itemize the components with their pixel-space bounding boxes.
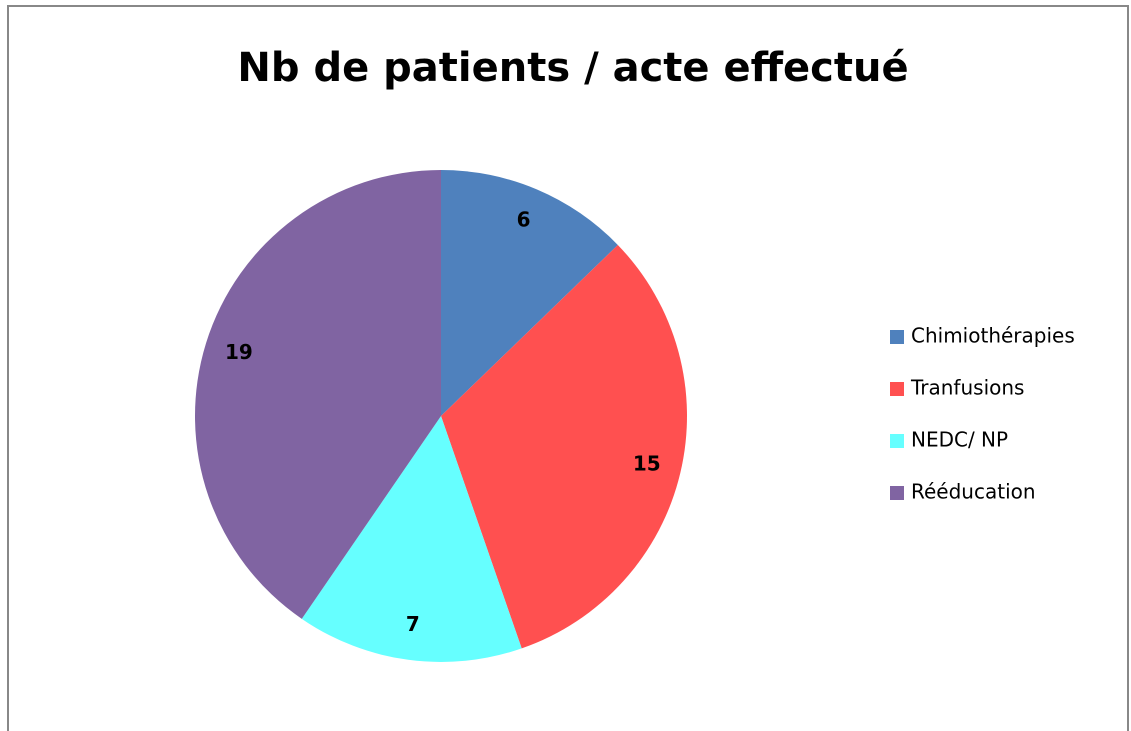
pie-slice: [441, 170, 618, 416]
pie-slice: [195, 170, 441, 619]
legend-label: Tranfusions: [910, 376, 1024, 400]
legend-swatch: [890, 382, 904, 396]
legend-label: Chimiothérapies: [911, 324, 1075, 348]
pie-slice: [441, 244, 688, 649]
data-label: 15: [633, 452, 661, 476]
chart-title: Nb de patients / acte effectué: [237, 45, 908, 91]
legend-label: Rééducation: [911, 480, 1036, 504]
legend-swatch: [890, 434, 904, 448]
legend-swatch: [890, 330, 904, 344]
data-label: 6: [517, 208, 531, 232]
data-label: 7: [406, 612, 420, 636]
legend-swatch: [890, 486, 904, 500]
pie-slice: [301, 416, 522, 662]
data-label: 19: [225, 340, 253, 364]
legend-label: NEDC/ NP: [911, 428, 1008, 452]
